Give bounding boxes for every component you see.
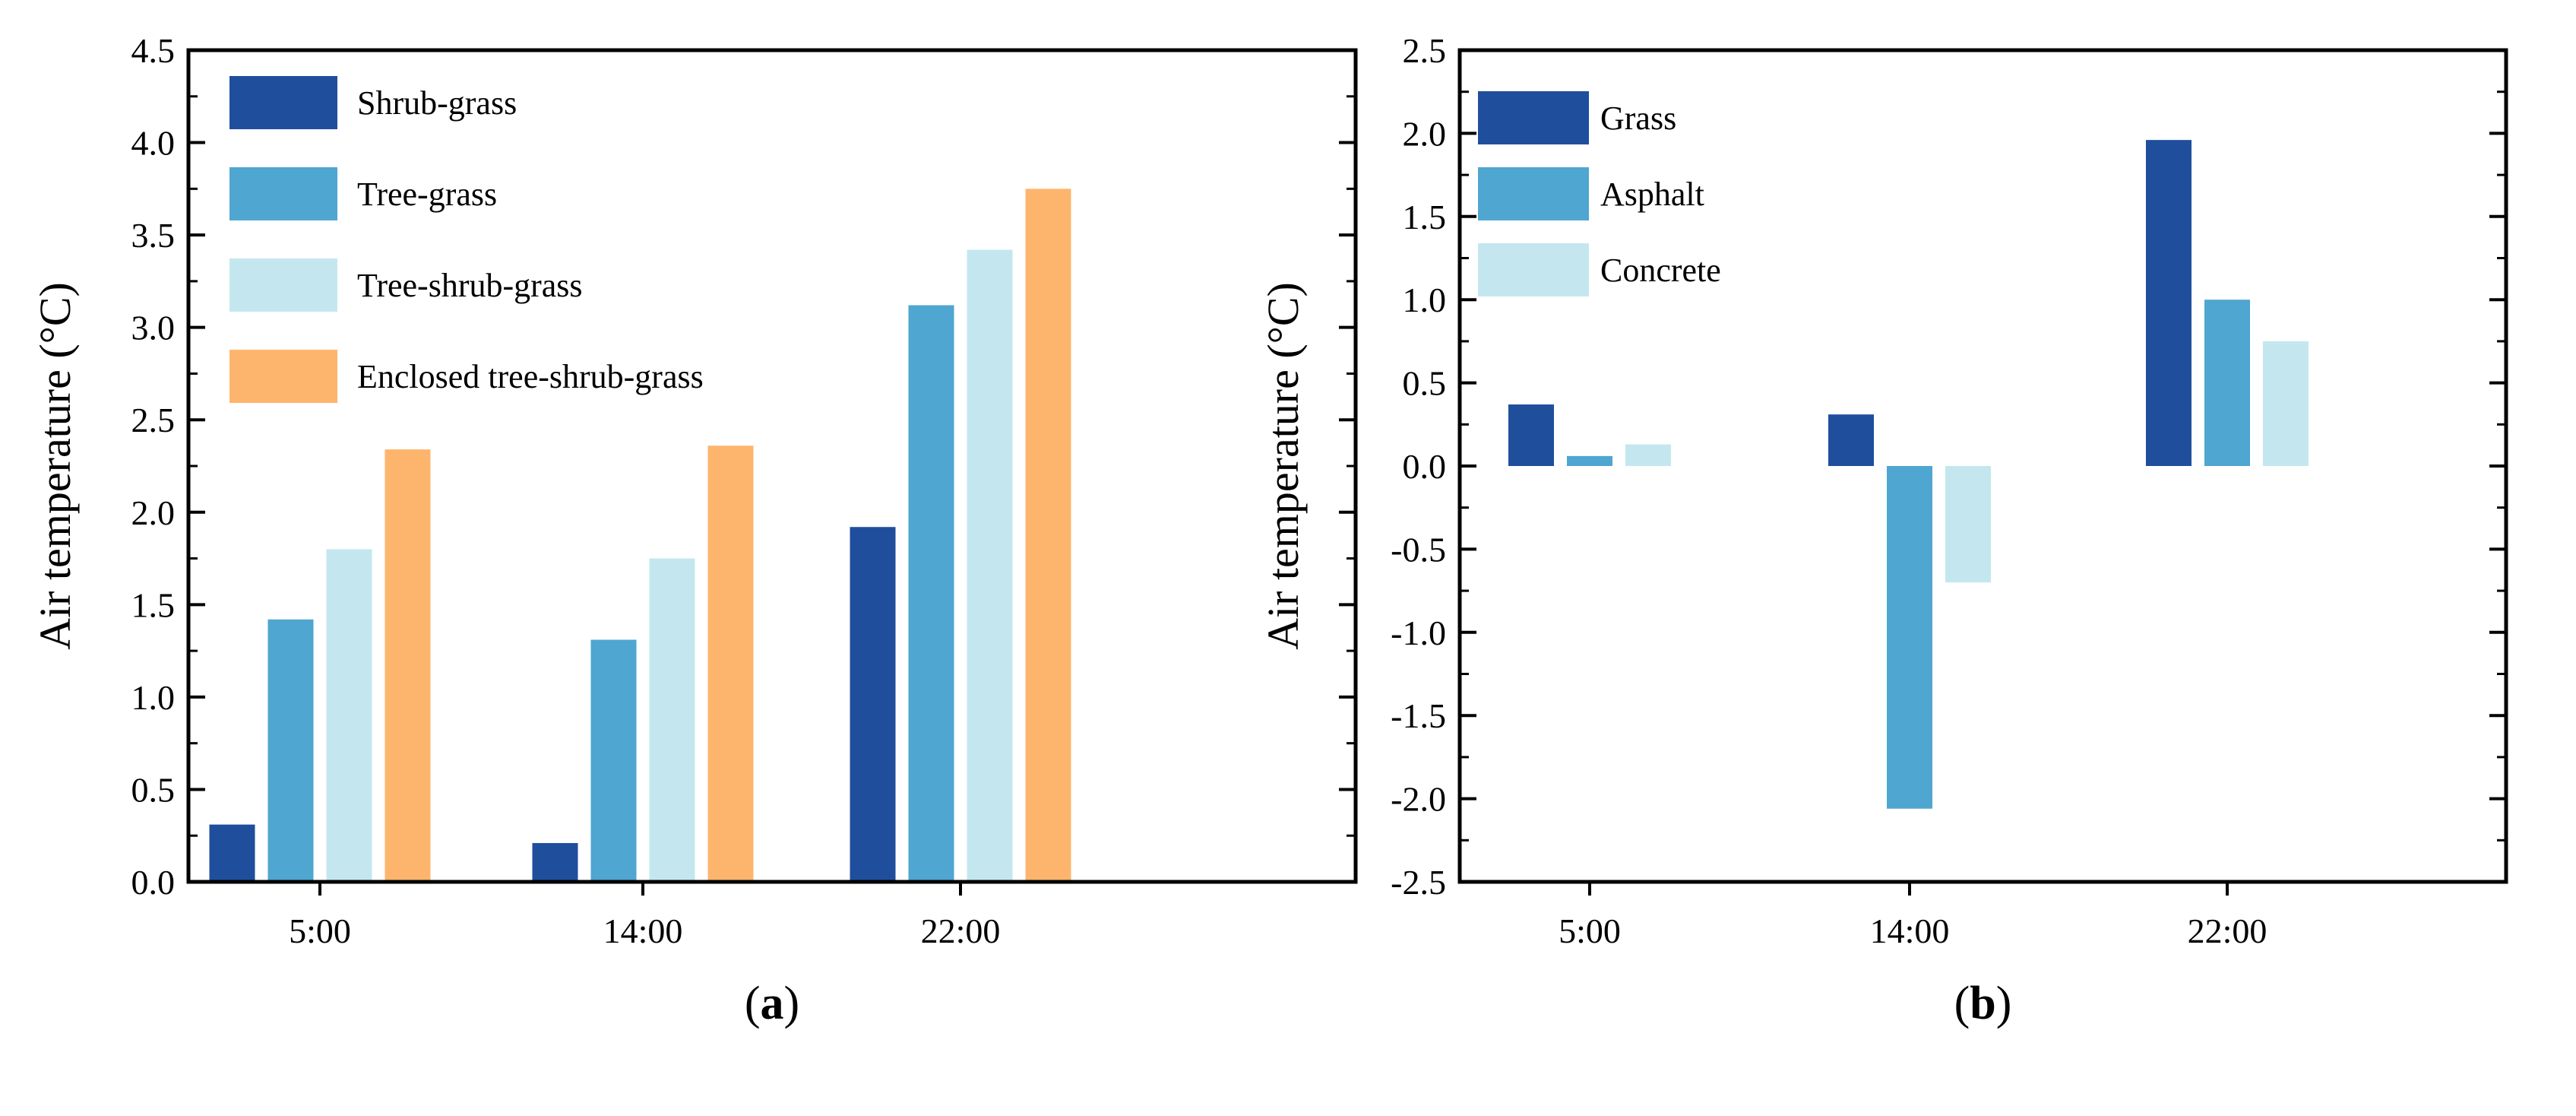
legend-swatch xyxy=(1478,243,1589,296)
bar-shrub-grass-500 xyxy=(209,824,255,882)
bar-grass-1400 xyxy=(1828,414,1874,466)
bar-tree-shrub-grass-1400 xyxy=(649,558,695,882)
legend-swatch xyxy=(229,350,337,403)
bar-asphalt-500 xyxy=(1567,455,1612,466)
y-tick-label: 0.0 xyxy=(131,863,176,902)
legend-label: Shrub-grass xyxy=(357,84,517,122)
y-tick-label: -2.5 xyxy=(1391,863,1446,902)
bar-tree-grass-500 xyxy=(267,619,314,882)
legend-swatch xyxy=(229,258,337,312)
legend-swatch xyxy=(229,76,337,129)
y-tick-label: -0.5 xyxy=(1391,530,1446,569)
y-tick-label: 1.0 xyxy=(1403,281,1447,319)
x-tick-label: 5:00 xyxy=(289,912,351,950)
bar-grass-2200 xyxy=(2146,140,2191,467)
y-tick-label: 2.5 xyxy=(131,401,176,439)
legend-label: Asphalt xyxy=(1600,176,1704,213)
bar-enclosed-tree-shrub-grass-500 xyxy=(385,449,431,882)
x-tick-label: 22:00 xyxy=(2188,912,2267,950)
legend-swatch xyxy=(229,167,337,220)
bar-concrete-500 xyxy=(1625,444,1671,466)
chart-panel-a: 0.0 0.5 1.0 1.5 2.0 2.5 3.0 3.5 4.0 4.5 5:00 14:00 2… xyxy=(30,31,1358,1029)
bar-shrub-grass-2200 xyxy=(850,527,896,882)
x-tick-label: 22:00 xyxy=(921,912,1001,950)
y-tick-label: 0.0 xyxy=(1403,447,1447,486)
y-tick-label: -1.0 xyxy=(1391,613,1446,652)
plot-frame xyxy=(1457,48,2508,884)
y-tick-label: 2.5 xyxy=(1403,31,1447,70)
bar-asphalt-1400 xyxy=(1887,466,1932,809)
legend-label: Tree-grass xyxy=(357,176,497,213)
bar-asphalt-2200 xyxy=(2204,300,2250,466)
legend-label: Enclosed tree-shrub-grass xyxy=(357,358,704,395)
y-tick-label: 4.0 xyxy=(131,124,176,163)
x-tick-label: 14:00 xyxy=(603,912,683,950)
y-tick-label: 4.5 xyxy=(131,31,176,70)
legend-swatch xyxy=(1478,91,1589,144)
y-tick-label: -1.5 xyxy=(1391,696,1446,735)
legend-label: Grass xyxy=(1600,100,1676,137)
y-tick-label: 1.5 xyxy=(131,585,176,624)
legend-label: Tree-shrub-grass xyxy=(357,267,583,304)
legend-label: Concrete xyxy=(1600,252,1721,289)
plot-frame xyxy=(186,48,1358,884)
bar-tree-shrub-grass-500 xyxy=(326,549,372,882)
x-tick-label: 14:00 xyxy=(1870,912,1950,950)
panel-label: (a) xyxy=(745,978,799,1029)
bar-tree-shrub-grass-2200 xyxy=(967,249,1013,882)
y-tick-label: 3.5 xyxy=(131,216,176,255)
chart-panel-b: -2.5 -2.0 -1.5 -1.0 -0.5 0.0 0.5 1.0 1.5 2.0 2.5 5:… xyxy=(1258,31,2508,1029)
bar-enclosed-tree-shrub-grass-1400 xyxy=(707,445,754,882)
bar-tree-grass-1400 xyxy=(590,639,637,882)
panel-label: (b) xyxy=(1954,978,2012,1029)
y-tick-label: -2.0 xyxy=(1391,780,1446,819)
y-tick-label: 2.0 xyxy=(1403,114,1447,153)
bar-concrete-2200 xyxy=(2263,341,2309,466)
y-tick-label: 1.5 xyxy=(1403,198,1447,236)
bar-enclosed-tree-shrub-grass-2200 xyxy=(1025,189,1071,883)
y-tick-label: 2.0 xyxy=(131,493,176,532)
legend-swatch xyxy=(1478,167,1589,220)
y-tick-label: 1.0 xyxy=(131,678,176,717)
y-tick-label: 0.5 xyxy=(131,770,176,809)
bar-grass-500 xyxy=(1508,404,1554,466)
y-tick-label: 0.5 xyxy=(1403,364,1447,403)
y-axis-title: Air temperature (°C) xyxy=(1258,282,1308,650)
bar-concrete-1400 xyxy=(1945,466,1991,583)
y-axis-title: Air temperature (°C) xyxy=(30,282,80,650)
bar-shrub-grass-1400 xyxy=(532,842,578,882)
y-tick-label: 3.0 xyxy=(131,309,176,347)
bar-tree-grass-2200 xyxy=(908,305,954,882)
x-tick-label: 5:00 xyxy=(1559,912,1621,950)
